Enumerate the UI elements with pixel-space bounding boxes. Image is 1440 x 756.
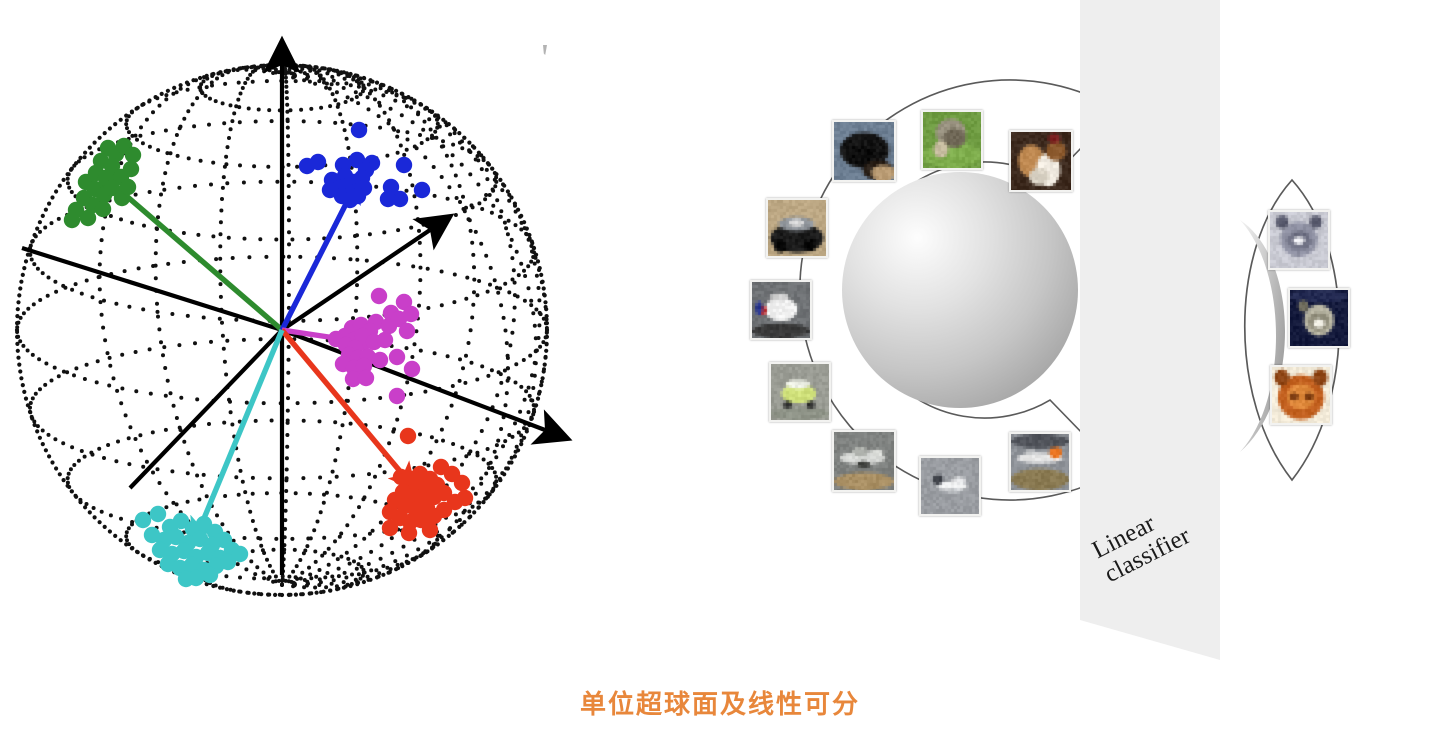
photo-plane-prop-canvas — [834, 432, 894, 490]
photo-plane-jet — [919, 456, 981, 516]
feature-point-red — [422, 522, 438, 538]
slide-caption: 单位超球面及线性可分 — [0, 684, 1440, 721]
hypersphere-svg — [0, 30, 600, 620]
feature-point-magenta — [358, 370, 374, 386]
prototype-arrow-cyan — [200, 330, 282, 528]
photo-cat-grey — [1268, 210, 1330, 270]
photo-dog-jack-canvas — [1011, 132, 1071, 190]
photo-cat-orange-canvas — [1272, 367, 1330, 423]
feature-point-green — [64, 212, 80, 228]
photo-dog-terrier-canvas — [923, 112, 981, 168]
photo-cat-orange — [1270, 365, 1332, 425]
photo-dog-jack — [1009, 130, 1073, 192]
feature-point-red — [401, 525, 417, 541]
feature-point-red — [457, 490, 473, 506]
feature-point-blue — [350, 188, 366, 204]
photo-plane-orange — [1009, 432, 1071, 492]
feature-point-cyan — [150, 506, 166, 522]
feature-point-cyan — [135, 512, 151, 528]
photo-car-white — [750, 280, 812, 340]
photo-car-green-canvas — [771, 364, 829, 420]
feature-point-green — [125, 147, 141, 163]
slide-canvas: Linear classifier 单位超球面及线性可分 — [0, 0, 1440, 756]
feature-point-magenta — [399, 323, 415, 339]
photo-car-green — [769, 362, 831, 422]
photo-plane-prop — [832, 430, 896, 492]
feature-point-blue — [414, 182, 430, 198]
photo-dog-black — [832, 120, 896, 182]
photo-car-sports — [766, 198, 828, 258]
feature-point-green — [120, 179, 136, 195]
photo-plane-orange-canvas — [1011, 434, 1069, 490]
prototype-arrow-green — [108, 180, 282, 330]
axis-diagonal-down — [130, 330, 282, 488]
feature-point-magenta — [372, 352, 388, 368]
feature-point-blue — [351, 122, 367, 138]
feature-point-magenta — [377, 332, 393, 348]
feature-point-green — [95, 201, 111, 217]
feature-point-magenta — [371, 288, 387, 304]
prototype-arrow-blue — [282, 192, 352, 330]
photo-cat-dark-canvas — [1290, 290, 1348, 346]
feature-point-magenta — [389, 349, 405, 365]
feature-point-magenta — [403, 306, 419, 322]
feature-point-cyan — [202, 567, 218, 583]
photo-cat-dark — [1288, 288, 1350, 348]
feature-point-blue — [380, 191, 396, 207]
unit-hypersphere-figure — [0, 30, 600, 620]
feature-point-red — [382, 520, 398, 536]
feature-point-red — [400, 428, 416, 444]
feature-point-blue — [322, 182, 338, 198]
feature-point-magenta — [389, 388, 405, 404]
feature-point-red — [433, 459, 449, 475]
feature-point-green — [123, 161, 139, 177]
photo-dog-terrier — [921, 110, 983, 170]
photo-cat-grey-canvas — [1270, 212, 1328, 268]
feature-point-blue — [310, 154, 326, 170]
feature-point-green — [80, 210, 96, 226]
feature-point-magenta — [404, 361, 420, 377]
photo-car-white-canvas — [752, 282, 810, 338]
class-feature-points — [64, 122, 473, 587]
axis-left — [22, 248, 282, 330]
linear-classifier-figure — [700, 0, 1440, 680]
feature-point-cyan — [232, 546, 248, 562]
photo-car-sports-canvas — [768, 200, 826, 256]
photo-dog-black-canvas — [834, 122, 894, 180]
feature-point-blue — [396, 157, 412, 173]
unit-sphere — [842, 172, 1078, 408]
feature-point-cyan — [178, 571, 194, 587]
photo-plane-jet-canvas — [921, 458, 979, 514]
